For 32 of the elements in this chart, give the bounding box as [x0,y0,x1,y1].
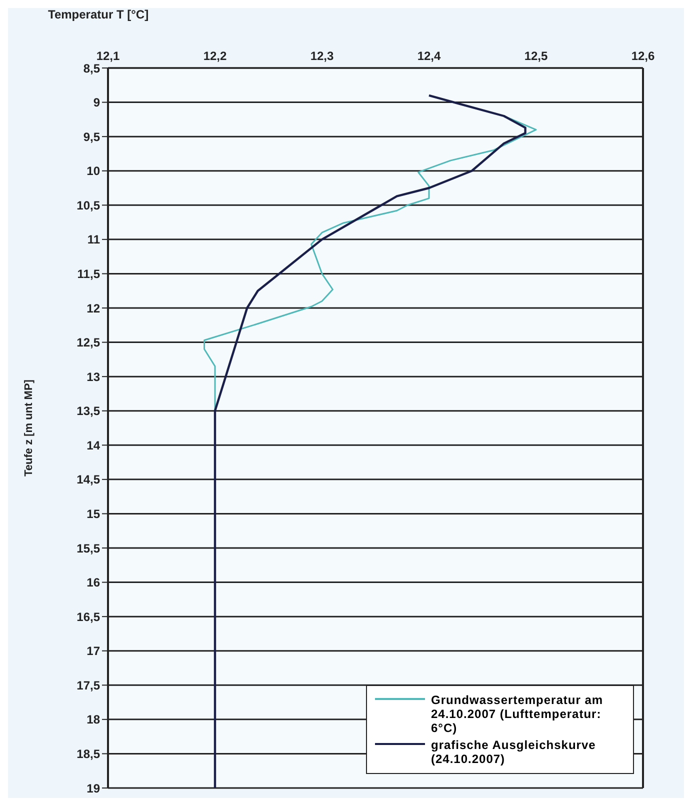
y-tick-label: 17,5 [76,678,100,692]
legend-label: Grundwassertemperatur am 24.10.2007 (Lufttemperatur: 6°C) [431,693,604,735]
y-tick-label: 19 [86,781,100,796]
y-axis-title: Teufe z [m unt MP] [22,379,35,476]
y-tick-label: 16 [86,576,100,590]
x-tick-label: 12,1 [96,49,120,63]
x-axis-title: Temperatur T [°C] [48,8,149,22]
y-tick-label: 18 [86,712,100,727]
y-tick-label: 13,5 [76,404,100,418]
y-tick-label: 12 [86,301,100,316]
x-tick-label: 12,6 [631,49,655,63]
y-tick-label: 12,5 [76,336,100,350]
y-tick-label: 10,5 [76,198,100,212]
x-tick-label: 12,2 [203,49,227,63]
y-tick-label: 15,5 [76,541,100,556]
y-tick-label: 14,5 [76,472,100,487]
y-tick-label: 10 [86,164,100,178]
y-tick-label: 11,5 [77,266,100,281]
y-tick-label: 9 [93,96,100,110]
y-tick-label: 9,5 [83,130,100,144]
y-tick-label: 8,5 [83,61,100,76]
y-tick-label: 11 [87,232,100,247]
y-tick-label: 13 [86,370,100,384]
x-tick-label: 12,3 [310,49,334,63]
y-tick-label: 14 [86,438,100,452]
y-tick-label: 15 [86,506,100,521]
y-tick-label: 18,5 [76,746,100,761]
x-tick-label: 12,5 [524,49,548,63]
legend-label: grafische Ausgleichskurve (24.10.2007) [431,738,597,766]
y-tick-label: 16,5 [76,610,100,624]
x-tick-label: 12,4 [417,49,441,63]
y-tick-label: 17 [86,644,100,658]
